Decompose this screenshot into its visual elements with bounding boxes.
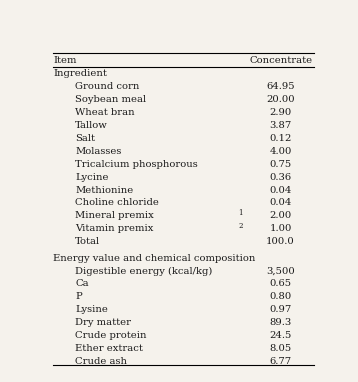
Text: Lycine: Lycine (75, 173, 109, 181)
Text: Total: Total (75, 237, 100, 246)
Text: Ingredient: Ingredient (53, 69, 107, 78)
Text: Digestible energy (kcal/kg): Digestible energy (kcal/kg) (75, 267, 213, 275)
Text: Salt: Salt (75, 134, 95, 143)
Text: Vitamin premix: Vitamin premix (75, 224, 154, 233)
Text: 1.00: 1.00 (269, 224, 292, 233)
Text: Wheat bran: Wheat bran (75, 108, 135, 117)
Text: Molasses: Molasses (75, 147, 122, 156)
Text: 64.95: 64.95 (266, 82, 295, 91)
Text: Ether extract: Ether extract (75, 344, 143, 353)
Text: Dry matter: Dry matter (75, 318, 131, 327)
Text: Ca: Ca (75, 279, 89, 288)
Text: Lysine: Lysine (75, 305, 108, 314)
Text: 3,500: 3,500 (266, 267, 295, 275)
Text: 1: 1 (238, 209, 243, 217)
Text: 0.65: 0.65 (270, 279, 292, 288)
Text: 24.5: 24.5 (269, 331, 292, 340)
Text: 0.12: 0.12 (269, 134, 292, 143)
Text: Crude ash: Crude ash (75, 357, 127, 366)
Text: 0.80: 0.80 (270, 292, 292, 301)
Text: P: P (75, 292, 82, 301)
Text: Concentrate: Concentrate (249, 56, 312, 65)
Text: Crude protein: Crude protein (75, 331, 147, 340)
Text: Energy value and chemical composition: Energy value and chemical composition (53, 254, 256, 262)
Text: 6.77: 6.77 (270, 357, 292, 366)
Text: 0.04: 0.04 (269, 199, 292, 207)
Text: Ground corn: Ground corn (75, 82, 140, 91)
Text: Soybean meal: Soybean meal (75, 95, 146, 104)
Text: 3.87: 3.87 (270, 121, 292, 130)
Text: Tallow: Tallow (75, 121, 108, 130)
Text: 100.0: 100.0 (266, 237, 295, 246)
Text: 89.3: 89.3 (270, 318, 292, 327)
Text: 0.97: 0.97 (270, 305, 292, 314)
Text: Item: Item (53, 56, 77, 65)
Text: 20.00: 20.00 (266, 95, 295, 104)
Text: 2.00: 2.00 (270, 212, 292, 220)
Text: 4.00: 4.00 (269, 147, 292, 156)
Text: Choline chloride: Choline chloride (75, 199, 159, 207)
Text: 8.05: 8.05 (270, 344, 292, 353)
Text: Mineral premix: Mineral premix (75, 212, 154, 220)
Text: 0.04: 0.04 (269, 186, 292, 194)
Text: 2.90: 2.90 (270, 108, 292, 117)
Text: Tricalcium phosphorous: Tricalcium phosphorous (75, 160, 198, 169)
Text: Methionine: Methionine (75, 186, 134, 194)
Text: 2: 2 (238, 222, 243, 230)
Text: 0.36: 0.36 (270, 173, 292, 181)
Text: 0.75: 0.75 (270, 160, 292, 169)
